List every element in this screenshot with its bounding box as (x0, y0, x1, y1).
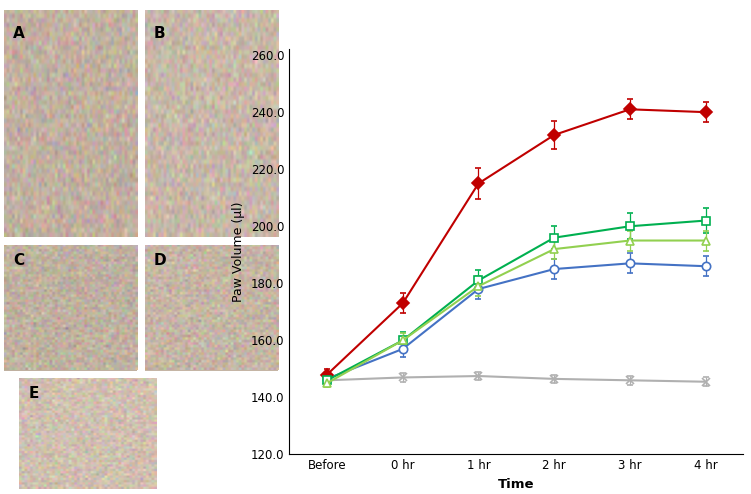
Text: C: C (13, 253, 24, 268)
X-axis label: Time: Time (498, 478, 535, 491)
Text: D: D (154, 253, 167, 268)
Text: A: A (13, 26, 25, 41)
Text: B: B (154, 26, 165, 41)
Text: E: E (29, 386, 39, 401)
Y-axis label: Paw Volume (µl): Paw Volume (µl) (232, 202, 246, 302)
